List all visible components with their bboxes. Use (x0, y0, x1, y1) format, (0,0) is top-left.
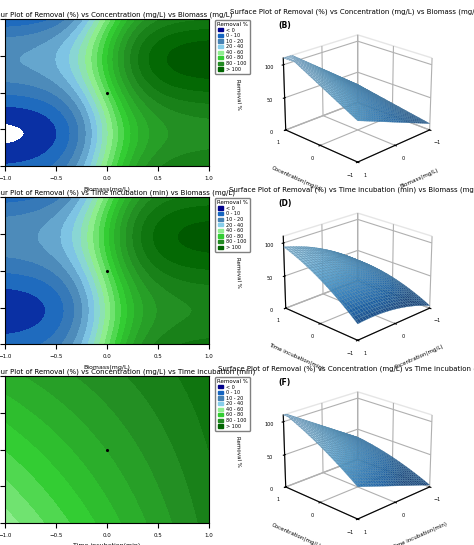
Text: (F): (F) (278, 378, 291, 387)
X-axis label: Time incubation(min): Time incubation(min) (73, 543, 140, 545)
Title: Surface Plot of Removal (%) vs Concentration (mg/L) vs Biomass (mg/L): Surface Plot of Removal (%) vs Concentra… (230, 9, 474, 15)
Title: Surface Plot of Removal (%) vs Time incubation (min) vs Biomass (mg/L): Surface Plot of Removal (%) vs Time incu… (228, 187, 474, 193)
Legend: < 0, 0 - 10, 10 - 20, 20 - 40, 40 - 60, 60 - 80, 80 - 100, > 100: < 0, 0 - 10, 10 - 20, 20 - 40, 40 - 60, … (215, 198, 250, 252)
X-axis label: Biomass(mg/L): Biomass(mg/L) (83, 365, 130, 370)
Text: Contour Plot of Removal (%) vs Concentration (mg/L) vs Biomass (mg/L): Contour Plot of Removal (%) vs Concentra… (0, 11, 233, 18)
X-axis label: Time incubation(min): Time incubation(min) (392, 521, 447, 545)
Text: Contour Plot of Removal (%) vs Concentration (mg/L) vs Time incubation (min): Contour Plot of Removal (%) vs Concentra… (0, 368, 255, 375)
X-axis label: Biomass(mg/L): Biomass(mg/L) (83, 186, 130, 191)
Legend: < 0, 0 - 10, 10 - 20, 20 - 40, 40 - 60, 60 - 80, 80 - 100, > 100: < 0, 0 - 10, 10 - 20, 20 - 40, 40 - 60, … (215, 20, 250, 74)
Y-axis label: Cocentration(mg/L): Cocentration(mg/L) (270, 523, 321, 545)
Legend: < 0, 0 - 10, 10 - 20, 20 - 40, 40 - 60, 60 - 80, 80 - 100, > 100: < 0, 0 - 10, 10 - 20, 20 - 40, 40 - 60, … (215, 377, 250, 431)
Title: Surface Plot of Removal (%) vs Concentration (mg/L) vs Time incubation (min): Surface Plot of Removal (%) vs Concentra… (219, 366, 474, 372)
Text: (D): (D) (278, 199, 292, 208)
Text: Contour Plot of Removal (%) vs Time incubation (min) vs Biomass (mg/L): Contour Plot of Removal (%) vs Time incu… (0, 190, 235, 196)
Y-axis label: Time incubation(min): Time incubation(min) (268, 342, 324, 371)
Text: (B): (B) (278, 21, 291, 30)
X-axis label: Cocentration(mg/L): Cocentration(mg/L) (394, 344, 445, 370)
X-axis label: Biomass(mg/L): Biomass(mg/L) (400, 168, 439, 189)
Y-axis label: Cocentration(mg/L): Cocentration(mg/L) (270, 166, 321, 192)
